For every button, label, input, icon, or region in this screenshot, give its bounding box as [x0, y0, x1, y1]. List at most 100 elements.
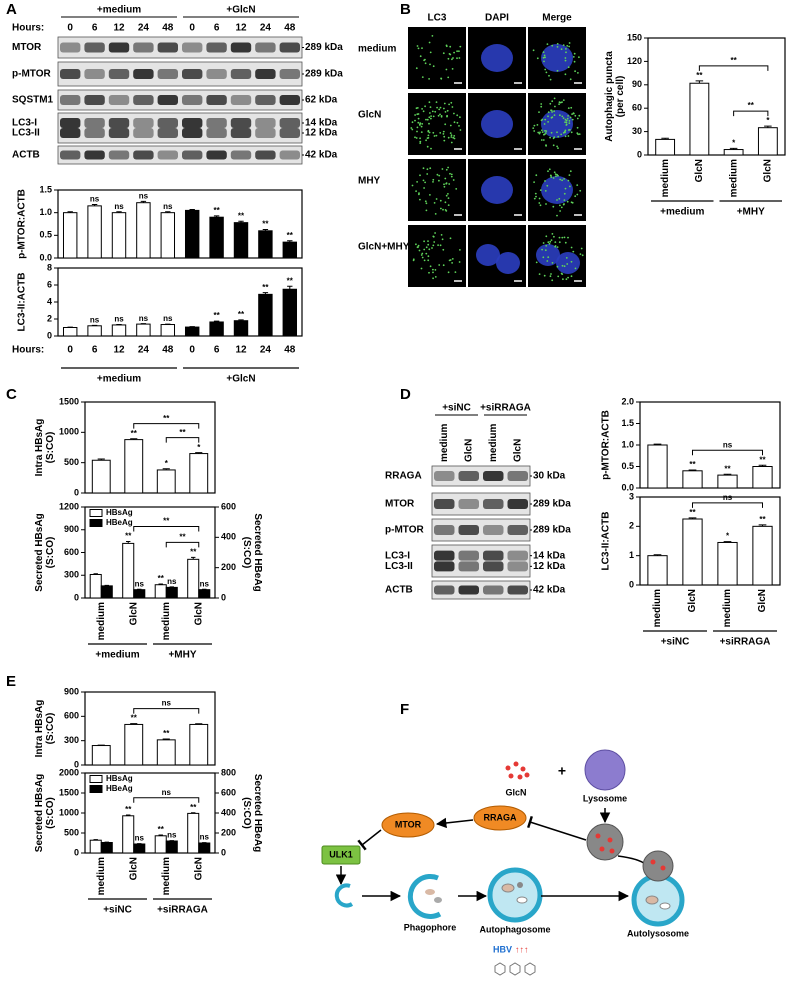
puncta	[574, 114, 577, 117]
puncta	[423, 240, 425, 243]
error-bar	[688, 517, 697, 519]
mtor-label: MTOR	[395, 819, 422, 829]
puncta	[568, 42, 571, 44]
puncta	[417, 47, 420, 50]
puncta	[424, 181, 426, 184]
puncta	[441, 168, 444, 170]
significance-label: **	[131, 429, 138, 438]
puncta	[450, 101, 453, 104]
puncta	[447, 193, 449, 195]
panel-label: E	[6, 673, 16, 690]
error-bar	[126, 814, 131, 816]
puncta	[448, 183, 451, 185]
puncta	[543, 54, 546, 57]
puncta	[419, 198, 421, 201]
column-header: LC3	[428, 13, 447, 24]
puncta	[551, 111, 553, 113]
puncta	[574, 267, 577, 270]
puncta	[433, 202, 436, 204]
puncta	[432, 115, 435, 118]
group-label: +siNC	[661, 637, 690, 648]
y-axis-label: Secreted HBsAg	[34, 513, 45, 591]
puncta	[544, 118, 547, 121]
puncta	[569, 185, 571, 188]
rraga-node	[473, 805, 527, 831]
bar	[689, 82, 710, 156]
fused-lysosome	[642, 850, 674, 882]
puncta	[564, 118, 567, 121]
puncta	[428, 78, 430, 80]
blot-band	[230, 42, 252, 53]
puncta	[545, 132, 547, 134]
blot-band	[157, 118, 178, 128]
puncta	[435, 101, 438, 103]
puncta	[427, 243, 430, 246]
lane-label: 0	[189, 23, 195, 34]
phagophore-start	[334, 883, 354, 908]
puncta	[539, 204, 542, 207]
rraga-label: RRAGA	[484, 812, 517, 822]
significance-label: **	[190, 548, 197, 557]
puncta	[453, 51, 455, 54]
puncta	[444, 201, 447, 204]
puncta	[576, 117, 579, 120]
blot-band	[108, 118, 130, 128]
puncta	[557, 275, 560, 278]
inhibition	[357, 829, 382, 851]
blot-band	[279, 42, 300, 53]
puncta	[562, 203, 565, 206]
significance-label: ns	[135, 579, 145, 588]
y2-axis-label: (S:CO)	[241, 797, 252, 829]
puncta	[448, 103, 450, 106]
x-axis-label: Hours:	[12, 345, 44, 356]
nucleus	[481, 44, 513, 72]
tick-label: 300	[64, 735, 79, 745]
puncta	[547, 115, 549, 118]
puncta	[450, 141, 453, 144]
legend-label: HBsAg	[106, 508, 133, 517]
puncta	[432, 178, 435, 181]
panel-label: C	[6, 386, 17, 403]
blot-size-label: 14 kDa	[533, 550, 566, 561]
puncta	[428, 131, 431, 134]
puncta	[554, 241, 557, 244]
puncta	[556, 173, 558, 176]
puncta	[544, 249, 547, 252]
y-axis-label: Secreted HBsAg	[34, 774, 45, 852]
puncta	[567, 115, 569, 117]
puncta	[439, 113, 441, 116]
puncta	[563, 236, 566, 239]
blot-row-label: p-MTOR	[385, 525, 424, 536]
tick-label: 600	[64, 547, 79, 557]
puncta	[566, 263, 569, 265]
legend-swatch	[89, 785, 103, 793]
row-label: GlcN	[358, 110, 381, 121]
puncta	[443, 139, 446, 142]
micrograph	[408, 159, 466, 221]
puncta	[443, 185, 446, 188]
bar	[124, 439, 144, 494]
puncta	[416, 45, 419, 47]
blot-band	[133, 42, 154, 53]
puncta	[432, 277, 434, 280]
x-tick-label: GlcN	[128, 602, 139, 625]
puncta	[565, 51, 567, 54]
blot-size-label: 289 kDa	[533, 525, 571, 536]
puncta	[544, 180, 546, 182]
puncta	[553, 114, 556, 116]
bar	[156, 739, 176, 766]
puncta	[563, 178, 565, 180]
y-axis-label: (S:CO)	[45, 797, 56, 829]
puncta	[554, 105, 556, 108]
puncta	[434, 232, 436, 234]
error-bar	[130, 438, 138, 440]
puncta	[576, 184, 579, 187]
puncta	[442, 130, 445, 133]
bracket	[165, 437, 200, 443]
tick-label: 60	[632, 103, 642, 113]
puncta	[553, 97, 556, 100]
puncta	[419, 137, 421, 140]
puncta	[565, 257, 568, 259]
blot-band	[255, 128, 276, 138]
puncta	[429, 106, 432, 108]
